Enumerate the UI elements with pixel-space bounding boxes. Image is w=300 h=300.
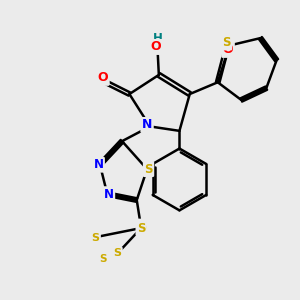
Text: O: O <box>151 40 161 53</box>
Text: S: S <box>138 220 147 233</box>
Text: O: O <box>223 44 233 56</box>
Text: S: S <box>144 163 153 176</box>
Text: N: N <box>142 118 152 131</box>
Text: N: N <box>104 188 114 201</box>
Text: S: S <box>114 248 122 258</box>
Text: S: S <box>99 254 106 264</box>
Text: N: N <box>94 158 103 171</box>
Text: H: H <box>152 32 162 46</box>
Text: S: S <box>222 36 231 49</box>
Text: O: O <box>98 71 108 84</box>
Text: S: S <box>137 221 146 235</box>
Text: S: S <box>92 233 100 243</box>
